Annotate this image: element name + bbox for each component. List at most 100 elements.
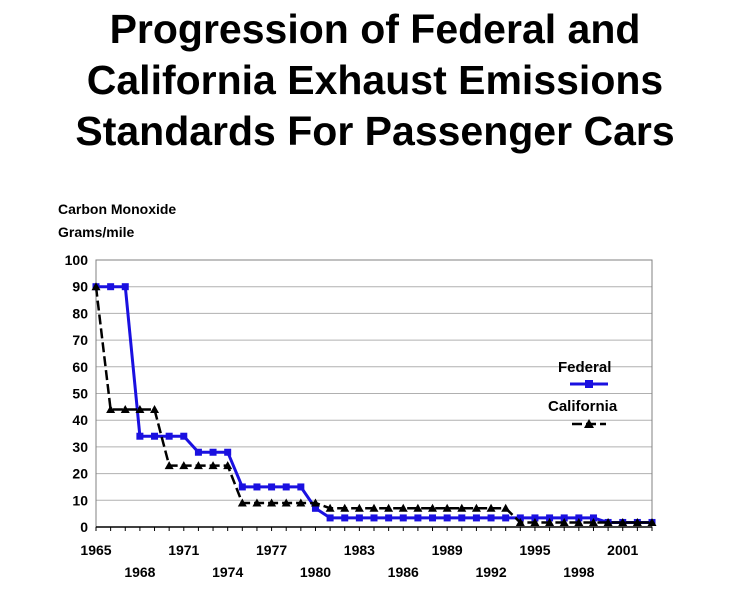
data-point-federal xyxy=(472,514,480,522)
data-point-california xyxy=(530,517,540,526)
x-tick-label: 1986 xyxy=(388,564,419,580)
data-point-california xyxy=(486,503,496,512)
data-point-federal xyxy=(180,432,188,440)
data-point-federal xyxy=(458,514,466,522)
data-point-federal xyxy=(121,283,129,291)
data-point-california xyxy=(135,405,145,414)
chart-title-line: Standards For Passenger Cars xyxy=(75,108,675,154)
data-point-federal xyxy=(311,504,319,512)
data-point-federal xyxy=(209,448,217,456)
y-tick-label: 80 xyxy=(72,305,88,321)
data-point-california xyxy=(442,503,452,512)
data-point-california xyxy=(208,461,218,470)
data-point-federal xyxy=(560,514,568,522)
y-axis-label-line: Carbon Monoxide xyxy=(58,201,176,217)
data-point-california xyxy=(120,405,130,414)
y-tick-label: 30 xyxy=(72,439,88,455)
y-tick-label: 20 xyxy=(72,466,88,482)
data-point-federal xyxy=(165,432,173,440)
y-axis-label-line: Grams/mile xyxy=(58,224,134,240)
chart-title: Progression of Federal and California Ex… xyxy=(0,0,750,157)
y-tick-label: 40 xyxy=(72,412,88,428)
data-point-federal xyxy=(370,514,378,522)
data-point-federal xyxy=(589,514,597,522)
data-point-federal xyxy=(531,514,539,522)
y-tick-label: 70 xyxy=(72,332,88,348)
x-tick-label: 1977 xyxy=(256,542,287,558)
y-tick-label: 90 xyxy=(72,279,88,295)
data-point-california xyxy=(179,461,189,470)
data-point-federal xyxy=(326,514,334,522)
data-point-federal xyxy=(136,432,144,440)
data-point-california xyxy=(296,498,306,507)
x-tick-label: 1995 xyxy=(519,542,550,558)
x-tick-label: 1983 xyxy=(344,542,375,558)
chart-title-line: Progression of Federal and xyxy=(109,6,641,52)
legend-label-california: California xyxy=(548,398,618,415)
data-point-federal xyxy=(546,514,554,522)
x-tick-label: 1998 xyxy=(563,564,594,580)
chart-title-line: California Exhaust Emissions xyxy=(86,57,664,103)
data-point-federal xyxy=(516,514,524,522)
data-point-federal xyxy=(575,514,583,522)
data-point-california xyxy=(398,503,408,512)
data-point-california xyxy=(501,503,511,512)
data-point-federal xyxy=(107,283,115,291)
data-point-california xyxy=(384,503,394,512)
data-point-federal xyxy=(151,432,159,440)
data-point-california xyxy=(457,503,467,512)
data-point-california xyxy=(310,498,320,507)
x-tick-label: 1974 xyxy=(212,564,243,580)
data-point-federal xyxy=(414,514,422,522)
y-tick-label: 10 xyxy=(72,492,88,508)
legend-marker-california xyxy=(584,419,594,428)
legend-label-federal: Federal xyxy=(558,359,611,376)
data-point-federal xyxy=(194,448,202,456)
data-point-california xyxy=(413,503,423,512)
data-point-california xyxy=(325,503,335,512)
data-point-california xyxy=(647,517,657,526)
x-tick-label: 1989 xyxy=(432,542,463,558)
data-point-federal xyxy=(282,483,290,491)
data-point-federal xyxy=(297,483,305,491)
data-point-federal xyxy=(429,514,437,522)
data-point-federal xyxy=(268,483,276,491)
x-tick-label: 1992 xyxy=(475,564,506,580)
data-point-california xyxy=(632,517,642,526)
data-point-california xyxy=(545,517,555,526)
gridlines xyxy=(96,259,652,501)
data-point-federal xyxy=(487,514,495,522)
data-point-california xyxy=(354,503,364,512)
data-point-california xyxy=(515,517,525,526)
x-tick-label: 1968 xyxy=(124,564,155,580)
data-point-california xyxy=(618,517,628,526)
legend-marker-federal xyxy=(585,380,593,388)
data-point-california xyxy=(164,461,174,470)
data-point-california xyxy=(471,503,481,512)
data-point-federal xyxy=(399,514,407,522)
data-point-federal xyxy=(443,514,451,522)
data-point-california xyxy=(150,405,160,414)
data-point-california xyxy=(252,498,262,507)
x-tick-label: 1965 xyxy=(80,542,111,558)
data-point-federal xyxy=(341,514,349,522)
y-tick-label: 100 xyxy=(65,252,89,268)
x-tick-label: 1971 xyxy=(168,542,199,558)
x-tick-label: 2001 xyxy=(607,542,638,558)
data-point-california xyxy=(106,405,116,414)
data-point-california xyxy=(91,282,101,291)
data-point-california xyxy=(223,461,233,470)
series-lines xyxy=(91,282,657,526)
data-point-california xyxy=(588,517,598,526)
data-point-federal xyxy=(253,483,261,491)
legend: Federal California xyxy=(548,359,618,428)
data-point-california xyxy=(237,498,247,507)
data-point-federal xyxy=(502,514,510,522)
data-point-california xyxy=(281,498,291,507)
data-point-california xyxy=(559,517,569,526)
data-point-federal xyxy=(238,483,246,491)
axes: 0 10 20 30 40 50 60 70 80 90 100 1965 1971 1977 1983 19… xyxy=(65,252,653,580)
data-point-federal xyxy=(385,514,393,522)
y-tick-label: 50 xyxy=(72,386,88,402)
